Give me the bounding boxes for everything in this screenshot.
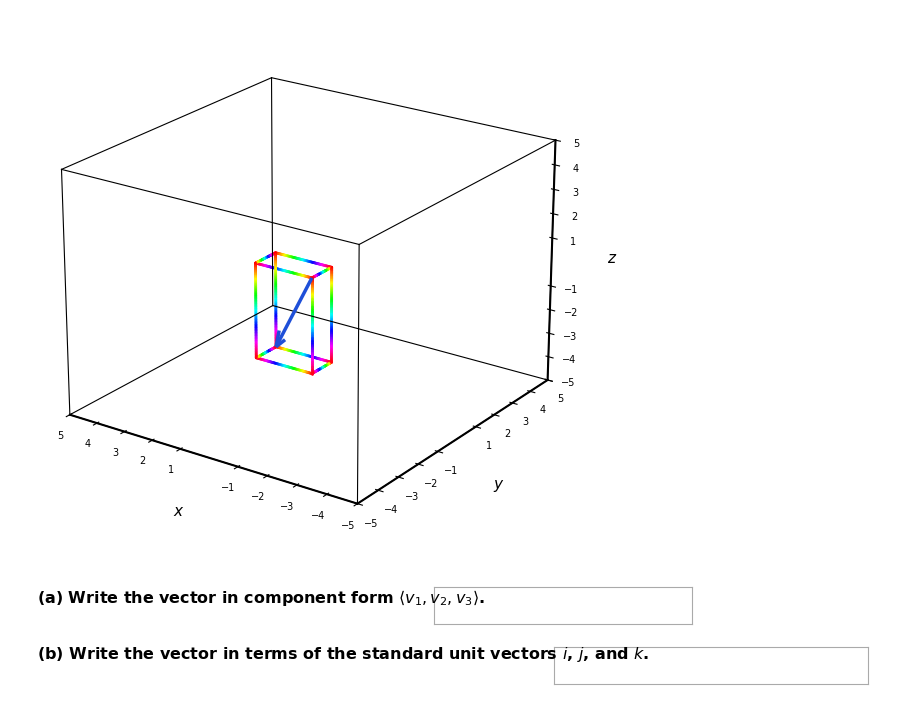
X-axis label: $x$: $x$ bbox=[173, 503, 185, 518]
Y-axis label: $y$: $y$ bbox=[493, 478, 505, 494]
Text: (b) Write the vector in terms of the standard unit vectors $i$, $j$, and $k$.: (b) Write the vector in terms of the sta… bbox=[37, 645, 649, 665]
Text: (a) Write the vector in component form $\langle v_1, v_2, v_3\rangle$.: (a) Write the vector in component form $… bbox=[37, 588, 485, 608]
